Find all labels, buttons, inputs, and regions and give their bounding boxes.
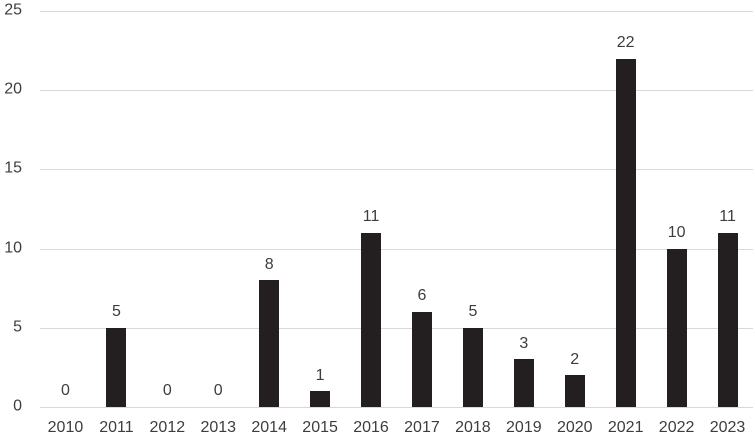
x-tick-label-2014: 2014: [251, 419, 287, 436]
y-tick-label: 0: [13, 397, 22, 415]
x-tick-label-2020: 2020: [556, 419, 593, 436]
x-tick-label-2013: 2013: [200, 419, 237, 436]
bar-2022: [666, 248, 687, 407]
bar-value-label-2011: 5: [111, 303, 121, 321]
y-tick-label: 15: [4, 159, 22, 177]
y-tick-label: 20: [4, 80, 22, 98]
bar-value-label-2014: 8: [264, 255, 274, 273]
bar-value-label-2010: 0: [61, 382, 70, 400]
bar-2020: [564, 375, 585, 407]
bar-2015: [310, 391, 331, 407]
x-tick-label-2022: 2022: [658, 419, 695, 436]
gridline: [40, 169, 753, 171]
bar-2019: [513, 359, 534, 407]
bar-2017: [411, 311, 432, 407]
bar-2016: [361, 232, 382, 407]
x-tick-label-2021: 2021: [607, 419, 644, 436]
bar-2018: [462, 327, 483, 407]
bar-2011: [106, 327, 127, 407]
bar-value-label-2012: 0: [162, 382, 172, 400]
bar-2023: [717, 232, 738, 407]
x-tick-label-2011: 2011: [99, 419, 134, 436]
gridline: [40, 327, 753, 329]
y-tick-label: 5: [13, 318, 22, 336]
bar-value-label-2016: 11: [362, 208, 380, 226]
bar-2021: [615, 58, 636, 407]
bar-value-label-2017: 6: [417, 287, 427, 305]
x-tick-label-2018: 2018: [455, 419, 491, 436]
gridline: [40, 248, 753, 250]
bar-value-label-2015: 1: [315, 366, 325, 384]
y-tick-label: 25: [4, 1, 22, 19]
x-tick-label-2012: 2012: [149, 419, 186, 436]
y-tick-label: 10: [4, 239, 22, 257]
bar-value-label-2021: 22: [616, 33, 635, 51]
x-axis-line: [40, 407, 753, 408]
bar-value-label-2020: 2: [570, 350, 580, 368]
bar-value-label-2013: 0: [213, 382, 223, 400]
x-tick-label-2019: 2019: [506, 419, 542, 436]
x-tick-label-2017: 2017: [404, 419, 440, 436]
bar-value-label-2023: 11: [719, 208, 736, 226]
bar-value-label-2018: 5: [468, 303, 478, 321]
gridline: [40, 11, 753, 12]
x-tick-label-2010: 2010: [47, 419, 84, 436]
bar-value-label-2022: 10: [667, 224, 686, 242]
gridline: [40, 90, 753, 92]
bar-value-label-2019: 3: [519, 334, 529, 352]
x-tick-label-2015: 2015: [302, 419, 338, 436]
bar-2014: [259, 280, 280, 407]
x-tick-label-2023: 2023: [709, 419, 746, 436]
x-tick-label-2016: 2016: [353, 419, 389, 436]
